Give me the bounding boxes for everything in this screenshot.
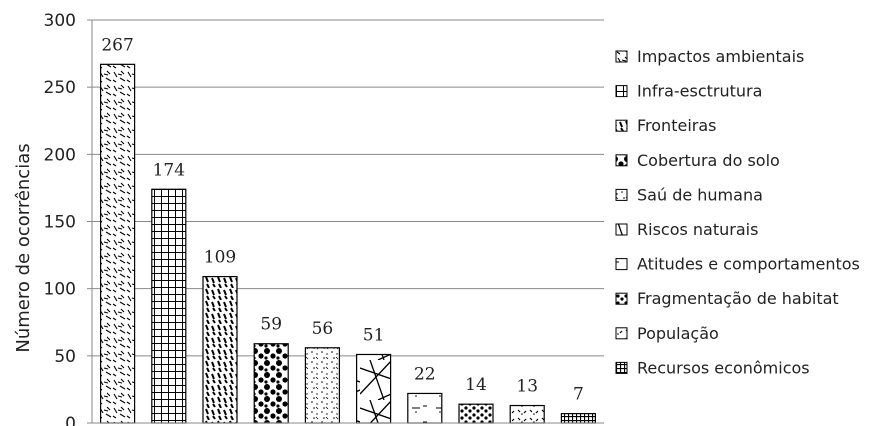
bar <box>560 412 597 424</box>
y-tick-label: 150 <box>44 213 76 233</box>
legend-swatch <box>615 50 628 63</box>
bars <box>99 63 597 424</box>
data-label: 109 <box>204 248 236 268</box>
data-label: 13 <box>516 377 538 397</box>
bar <box>202 275 238 424</box>
legend-label: Saú de humana <box>637 185 763 204</box>
legend-swatch <box>615 85 628 98</box>
bar <box>151 188 187 424</box>
y-axis-title: Número de ocorrências <box>13 143 34 352</box>
data-label: 14 <box>465 375 487 395</box>
bar <box>304 347 340 424</box>
data-label: 7 <box>573 385 584 405</box>
legend-label: População <box>637 324 719 343</box>
bar <box>99 63 136 424</box>
bar <box>356 353 392 424</box>
legend-label: Recursos econômicos <box>637 358 810 377</box>
legend-swatch <box>615 361 628 374</box>
y-axis-ticks: 0 50 100 150 200 250 300 <box>44 11 92 426</box>
data-label: 56 <box>312 319 334 339</box>
legend-swatch <box>615 292 628 305</box>
y-tick-label: 0 <box>65 414 76 426</box>
data-label: 22 <box>414 364 436 384</box>
data-label: 174 <box>153 160 185 180</box>
legend-label: Impactos ambientais <box>637 47 804 66</box>
y-tick-label: 250 <box>44 78 76 98</box>
y-tick-label: 200 <box>44 145 76 165</box>
bar <box>253 343 289 424</box>
legend-swatch <box>615 119 628 132</box>
legend-label: Fronteiras <box>637 116 716 135</box>
y-tick-label: 300 <box>44 11 76 31</box>
y-tick-label: 100 <box>44 280 76 300</box>
legend-label: Atitudes e comportamentos <box>637 255 860 274</box>
y-tick-label: 50 <box>54 347 76 367</box>
legend-swatch <box>615 258 628 271</box>
data-label: 267 <box>101 35 133 55</box>
legend-swatch <box>615 188 628 201</box>
data-labels: 267 174 109 59 56 51 22 14 13 7 <box>101 35 583 404</box>
legend: Impactos ambientais Infra-esctrutura Front… <box>615 47 860 377</box>
legend-label: Riscos naturais <box>637 220 758 239</box>
bar <box>509 404 545 424</box>
legend-swatch <box>615 154 628 167</box>
legend-swatch <box>615 327 628 340</box>
bar <box>407 392 443 424</box>
legend-label: Cobertura do solo <box>637 151 780 170</box>
legend-label: Infra-esctrutura <box>637 82 762 101</box>
legend-label: Fragmentação de habitat <box>637 289 839 308</box>
legend-swatch <box>615 223 628 236</box>
data-label: 51 <box>363 325 385 345</box>
bar <box>458 403 494 424</box>
data-label: 59 <box>260 315 282 335</box>
